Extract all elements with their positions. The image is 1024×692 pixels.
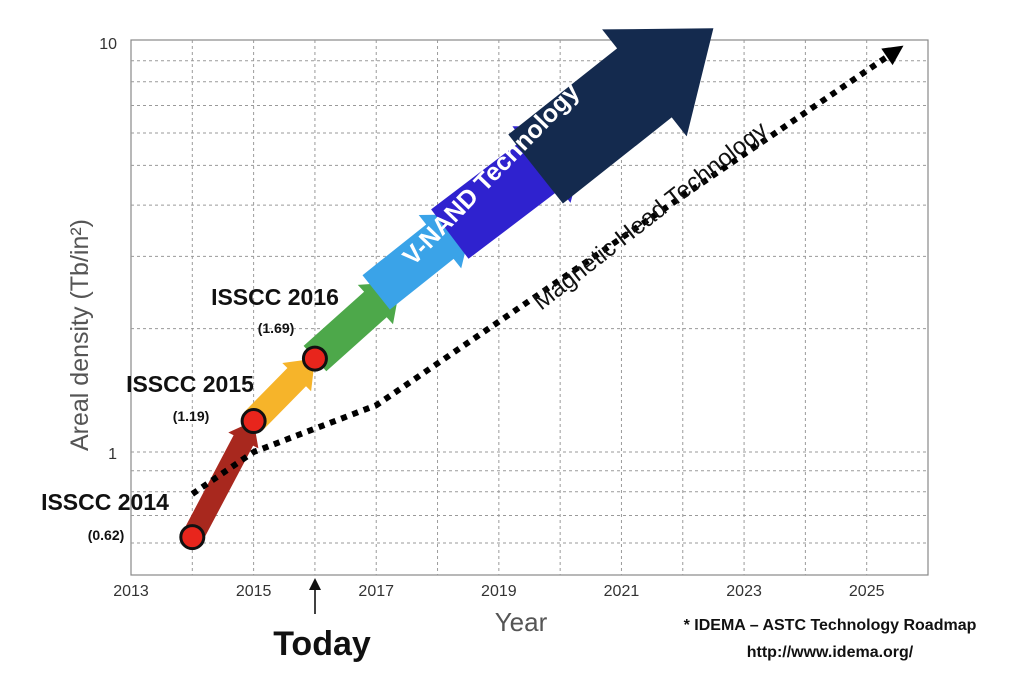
data-point-value-label: (0.62) [88,527,125,543]
data-point-label: ISSCC 2015 [126,371,254,397]
x-tick-label: 2015 [236,583,272,600]
vnand-arrow-segment [303,281,401,372]
data-points: ISSCC 2014 (0.62) ISSCC 2015 (1.19) ISSCC 20… [41,284,339,551]
data-point-value-label: (1.69) [258,320,295,336]
x-tick-label: 2025 [849,583,885,600]
x-axis-label: Year [495,607,548,637]
plot-frame [130,39,929,576]
x-tick-label: 2017 [358,583,394,600]
y-tick-label: 1 [108,446,117,463]
data-point-marker [240,408,267,435]
vnand-arrow-segment [508,28,714,204]
today-arrow [309,578,321,614]
tick-labels: 2013 2015 2017 2019 2021 2023 2025 1 10 [99,36,884,600]
data-point-marker [301,345,328,372]
magnetic-head-arrowhead [881,45,904,66]
vnand-arrow-segment [182,421,259,543]
data-point-label: ISSCC 2016 [211,284,339,310]
x-tick-label: 2023 [726,583,762,600]
magnetic-head-series [190,45,904,497]
data-point-marker [179,524,206,551]
data-point-label: ISSCC 2014 [41,489,169,515]
x-tick-label: 2019 [481,583,517,600]
today-label: Today [273,625,371,663]
x-tick-label: 2013 [113,583,149,600]
y-tick-label: 10 [99,36,117,53]
data-point-value-label: (1.19) [173,408,210,424]
vnand-arrow-segment [362,214,475,310]
magnetic-head-line [190,51,894,497]
vnand-arrows [182,28,714,543]
source-line-1: * IDEMA – ASTC Technology Roadmap [684,617,977,634]
x-tick-label: 2021 [604,583,640,600]
source-line-2: http://www.idema.org/ [747,644,914,661]
y-axis-label: Areal density (Tb/in²) [66,219,94,451]
